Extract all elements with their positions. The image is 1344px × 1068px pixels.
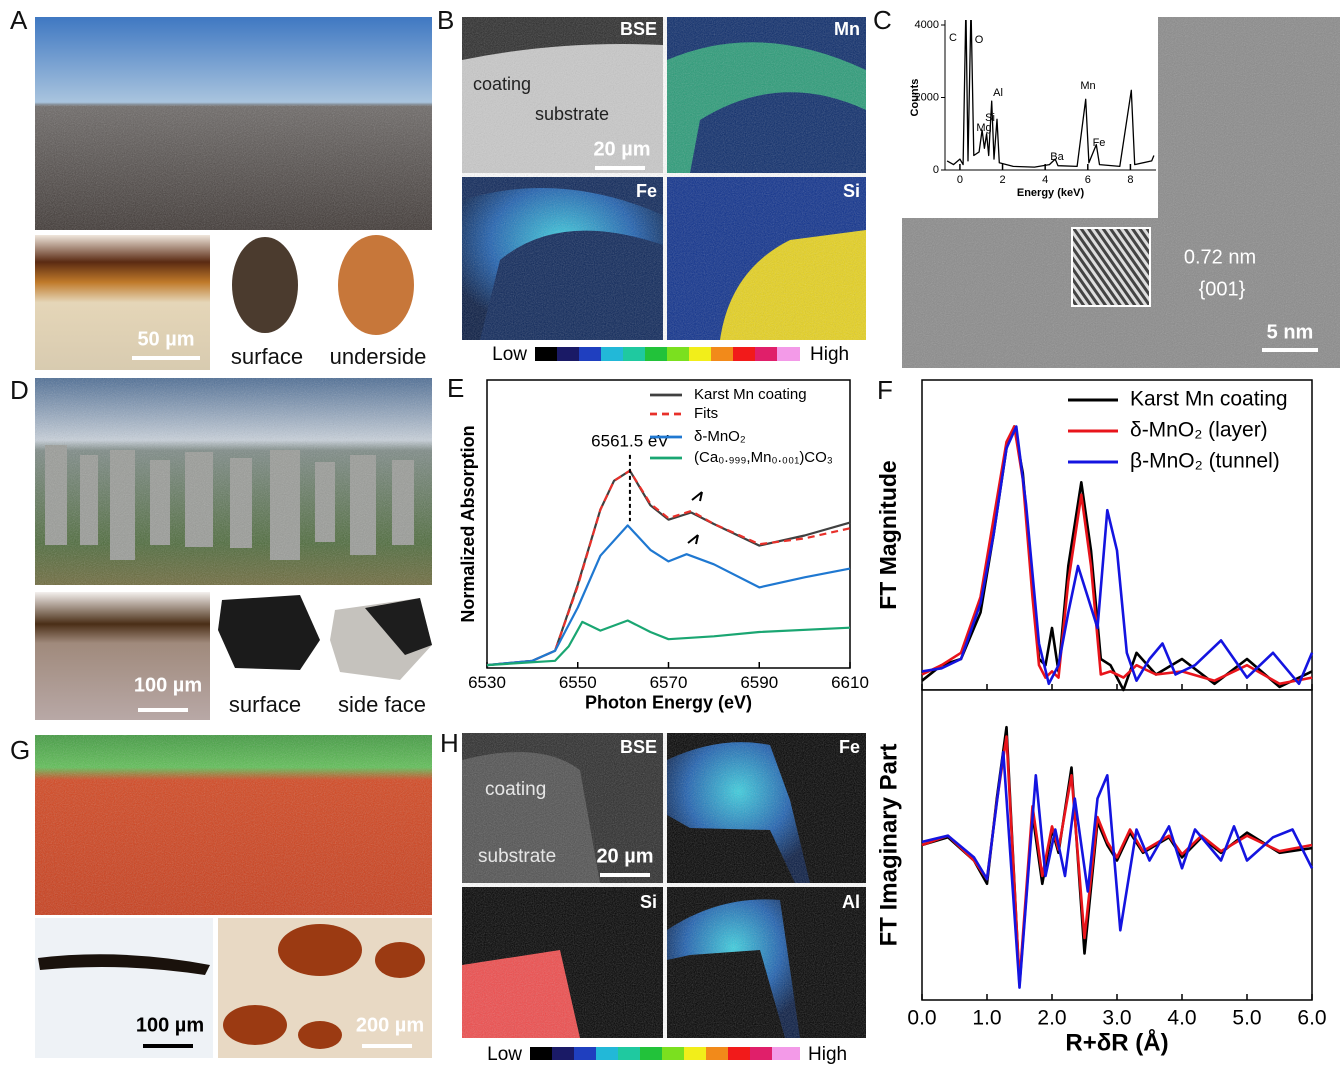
legend-label: Karst Mn coating — [694, 386, 807, 403]
caption: surface — [229, 692, 301, 717]
micrograph — [35, 592, 210, 720]
legend-label: β-MnO₂ (tunnel) — [1130, 450, 1280, 473]
x-tick-label: 4 — [1042, 174, 1048, 186]
panel-label: C — [873, 5, 892, 35]
scale-label: 50 µm — [137, 328, 194, 350]
y-axis-label: FT Imaginary Part — [875, 744, 902, 947]
panel-label: F — [877, 375, 893, 405]
plot-frame — [922, 690, 1312, 1000]
map-label: Si — [843, 181, 860, 201]
panel-label: E — [447, 373, 464, 403]
caption: underside — [330, 344, 427, 369]
x-axis-label: Photon Energy (eV) — [585, 692, 752, 712]
x-tick-label: 8 — [1127, 174, 1133, 186]
colorbar-label: Low — [492, 344, 527, 365]
map-label: Fe — [636, 181, 657, 201]
map-label: Al — [842, 892, 860, 912]
x-tick-label: 6.0 — [1297, 1006, 1326, 1029]
peak-label: Fe — [1093, 137, 1106, 149]
x-tick-label: 2.0 — [1037, 1006, 1066, 1029]
scale-label: 100 µm — [134, 674, 202, 696]
annotation: coating — [473, 74, 531, 94]
x-tick-label: 0.0 — [907, 1006, 936, 1029]
x-tick-label: 6550 — [559, 673, 597, 692]
scale-label: 5 nm — [1267, 321, 1314, 343]
x-tick-label: 3.0 — [1102, 1006, 1131, 1029]
colorbar-label: Low — [487, 1044, 522, 1065]
annotation: 6561.5 eV — [591, 431, 669, 450]
panel-label: G — [10, 735, 30, 765]
figure: 50 µm surface underside A BSE Mn Fe Si c… — [0, 0, 1344, 1068]
x-tick-label: 6590 — [740, 673, 778, 692]
map-label: BSE — [620, 19, 657, 39]
y-tick-label: 4000 — [915, 19, 939, 31]
colorbar — [535, 347, 800, 361]
lattice-spacing: 0.72 nm — [1184, 246, 1256, 268]
legend-label: Karst Mn coating — [1130, 388, 1288, 411]
x-tick-label: 0 — [957, 174, 963, 186]
y-axis-label: Normalized Absorption — [458, 425, 478, 622]
lattice-plane: {001} — [1199, 278, 1246, 300]
annotation: coating — [485, 779, 546, 800]
peak-label: O — [975, 34, 984, 46]
x-tick-label: 6570 — [650, 673, 688, 692]
panel-label: D — [10, 375, 29, 405]
rock-photo — [218, 595, 320, 670]
photo-texture — [35, 378, 432, 585]
legend-label: δ-MnO₂ (layer) — [1130, 419, 1268, 442]
y-tick-label: 0 — [933, 164, 939, 176]
scale-label: 200 µm — [356, 1014, 424, 1036]
legend-label: Fits — [694, 405, 718, 422]
x-tick-label: 2 — [999, 174, 1005, 186]
colorbar — [530, 1047, 800, 1060]
panel-label: H — [440, 728, 459, 758]
x-tick-label: 1.0 — [972, 1006, 1001, 1029]
caption: side face — [338, 692, 426, 717]
annotation: substrate — [478, 846, 556, 867]
colorbar-label: High — [810, 344, 849, 365]
annotation: substrate — [535, 104, 609, 124]
map-texture — [462, 17, 866, 340]
y-axis-label: Counts — [909, 79, 921, 117]
x-tick-label: 6 — [1085, 174, 1091, 186]
map-label: Si — [640, 892, 657, 912]
map-label: Mn — [834, 19, 860, 39]
x-tick-label: 6610 — [831, 673, 869, 692]
map-label: BSE — [620, 737, 657, 757]
peak-label: Ba — [1050, 151, 1064, 163]
scale-label: 20 µm — [596, 845, 653, 867]
micrograph — [35, 918, 213, 1058]
x-axis-label: R+δR (Å) — [1065, 1028, 1168, 1056]
scale-label: 20 µm — [593, 138, 650, 160]
photo-texture — [35, 735, 432, 915]
peak-label: Si — [985, 112, 995, 124]
plot-frame — [487, 380, 850, 668]
peak-label: C — [949, 32, 957, 44]
x-tick-label: 5.0 — [1232, 1006, 1261, 1029]
legend-label: (Ca₀.₉₉₉,Mn₀.₀₀₁)CO₃ — [694, 449, 833, 466]
scale-label: 100 µm — [136, 1014, 204, 1036]
x-tick-label: 6530 — [468, 673, 506, 692]
photo-texture — [35, 105, 432, 230]
rock-photo — [232, 237, 298, 333]
x-axis-label: Energy (keV) — [1017, 187, 1085, 199]
x-tick-label: 4.0 — [1167, 1006, 1196, 1029]
peak-label: Al — [993, 87, 1003, 99]
y-axis-label: FT Magnitude — [875, 460, 901, 609]
panel-label: B — [437, 5, 454, 35]
map-label: Fe — [839, 737, 860, 757]
caption: surface — [231, 344, 303, 369]
panel-label: A — [10, 5, 28, 35]
fft-inset — [1072, 228, 1150, 306]
rock-photo — [338, 235, 414, 335]
colorbar-label: High — [808, 1044, 847, 1065]
legend-label: δ-MnO₂ — [694, 428, 746, 445]
peak-label: Mn — [1080, 80, 1095, 92]
